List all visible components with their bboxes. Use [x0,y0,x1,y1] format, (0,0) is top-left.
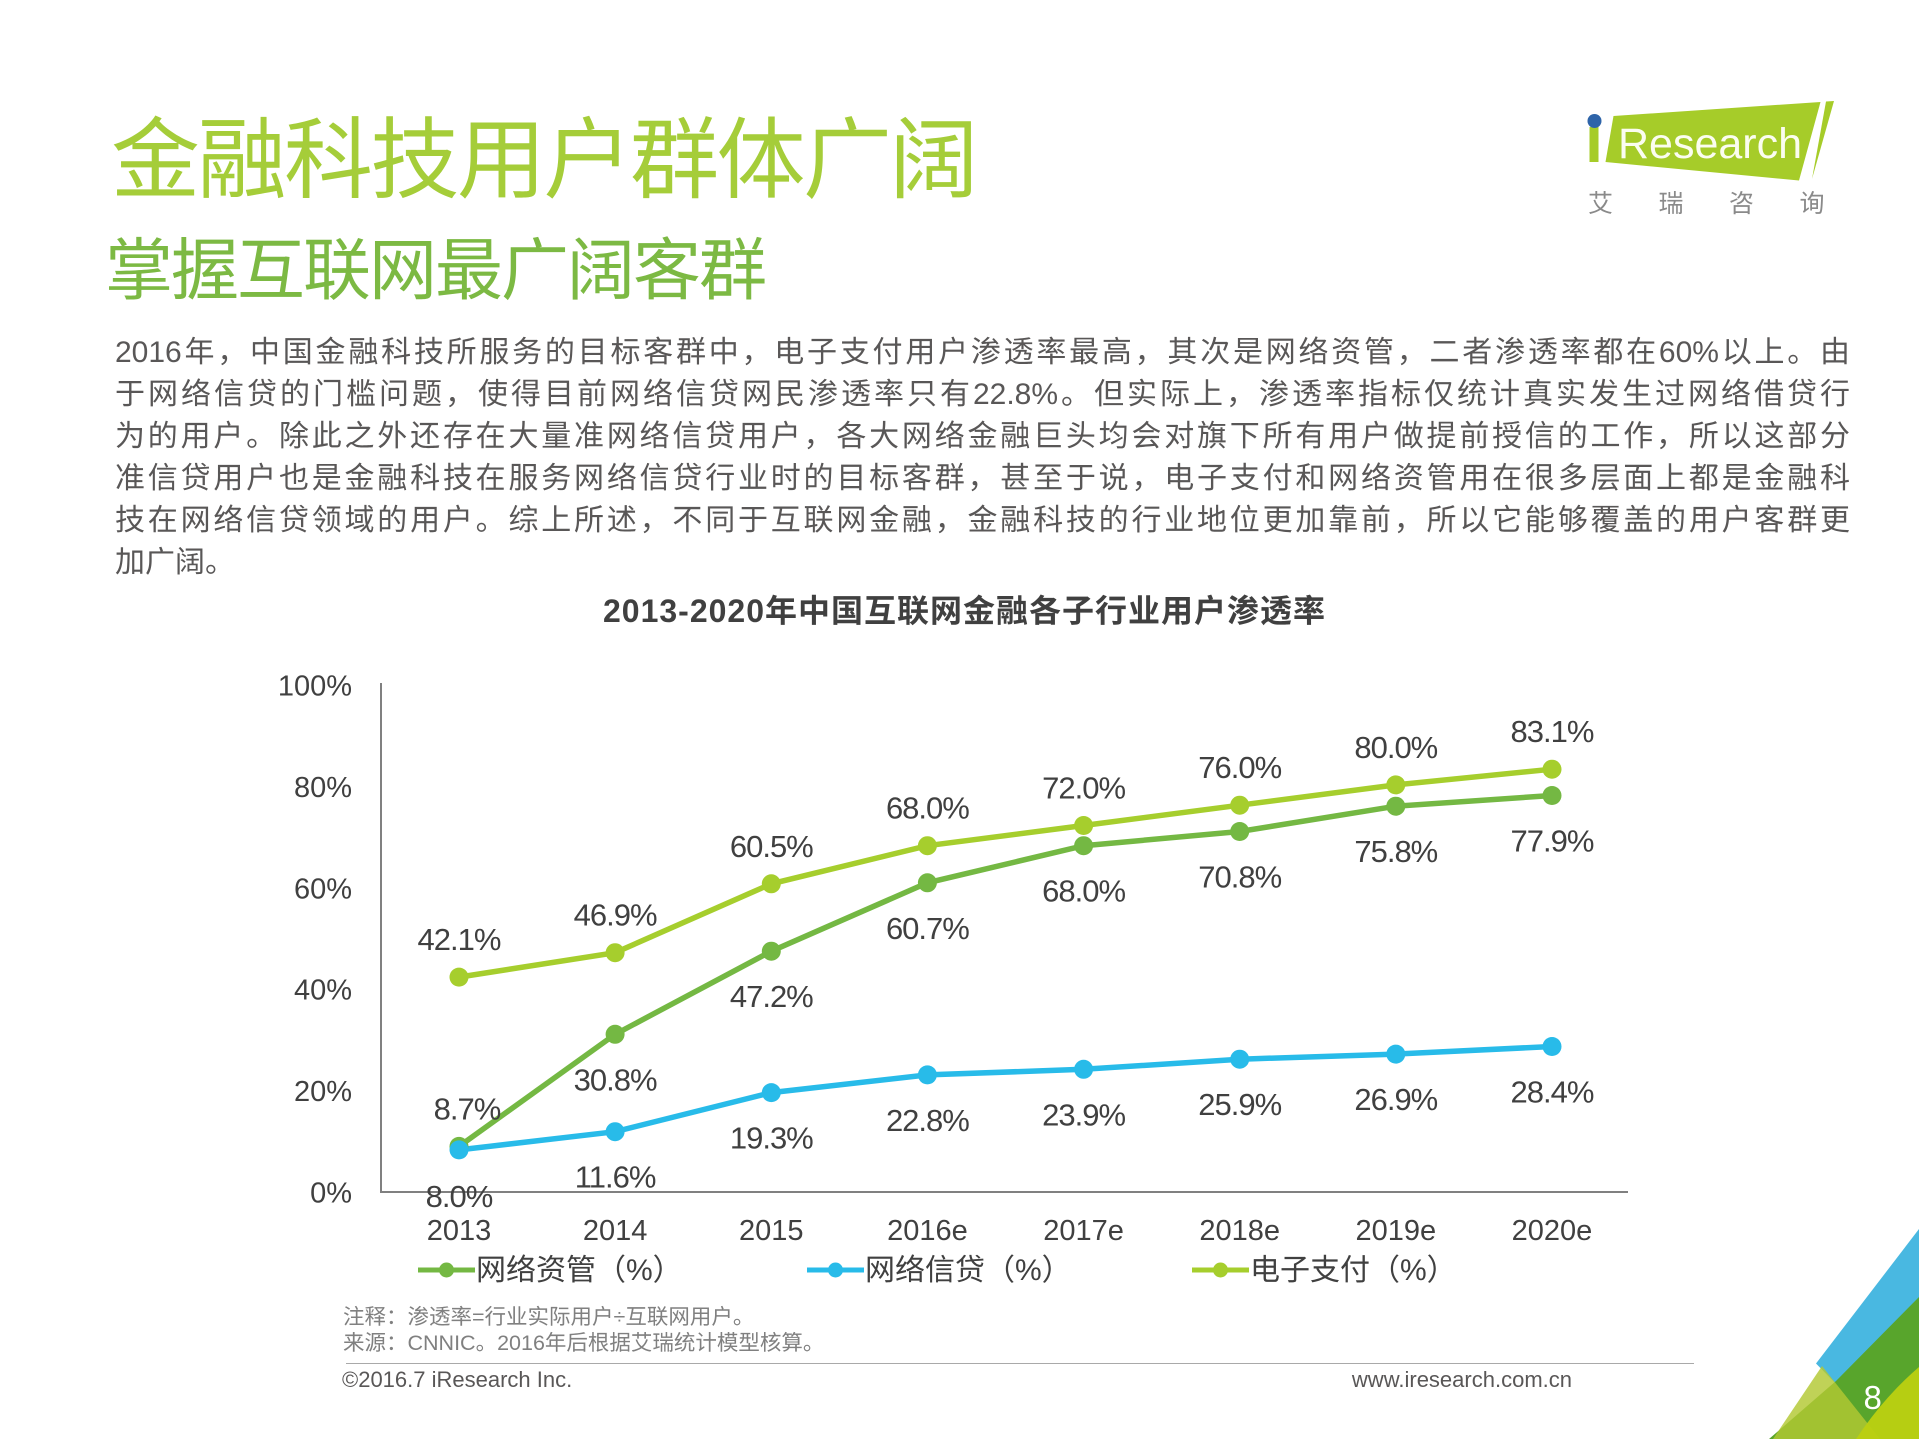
svg-text:83.1%: 83.1% [1511,714,1594,749]
svg-text:77.9%: 77.9% [1511,824,1594,859]
svg-text:23.9%: 23.9% [1042,1097,1125,1132]
svg-text:2013: 2013 [427,1215,492,1247]
svg-text:40%: 40% [294,975,352,1007]
svg-text:2018e: 2018e [1199,1215,1280,1247]
svg-text:60.5%: 60.5% [730,829,813,864]
svg-text:Research: Research [1618,120,1802,168]
svg-text:19.3%: 19.3% [730,1121,813,1156]
svg-text:22.8%: 22.8% [886,1103,969,1138]
svg-text:电子支付（%）: 电子支付（%） [1250,1254,1457,1287]
svg-text:艾瑞咨询: 艾瑞咨询 [1588,190,1870,218]
svg-text:42.1%: 42.1% [418,922,501,957]
svg-text:60.7%: 60.7% [886,911,969,946]
svg-text:80.0%: 80.0% [1354,730,1437,765]
svg-text:76.0%: 76.0% [1198,750,1281,785]
svg-text:60%: 60% [294,873,352,905]
svg-text:72.0%: 72.0% [1042,771,1125,806]
svg-text:25.9%: 25.9% [1198,1087,1281,1122]
svg-text:8.0%: 8.0% [426,1179,493,1214]
svg-text:8: 8 [1864,1379,1882,1416]
svg-text:2017e: 2017e [1043,1215,1124,1247]
svg-text:2015: 2015 [739,1215,804,1247]
svg-text:网络资管（%）: 网络资管（%） [476,1254,683,1287]
svg-text:2016e: 2016e [887,1215,968,1247]
svg-text:网络信贷（%）: 网络信贷（%） [865,1254,1072,1287]
svg-text:80%: 80% [294,772,352,804]
svg-text:30.8%: 30.8% [574,1062,657,1097]
svg-text:46.9%: 46.9% [574,898,657,933]
svg-text:26.9%: 26.9% [1354,1082,1437,1117]
svg-text:2014: 2014 [583,1215,648,1247]
svg-text:68.0%: 68.0% [1042,874,1125,909]
svg-text:8.7%: 8.7% [434,1091,501,1126]
svg-text:75.8%: 75.8% [1354,834,1437,869]
svg-text:28.4%: 28.4% [1511,1075,1594,1110]
svg-text:2019e: 2019e [1355,1215,1436,1247]
svg-text:47.2%: 47.2% [730,979,813,1014]
svg-text:0%: 0% [310,1178,352,1210]
svg-text:2020e: 2020e [1512,1215,1593,1247]
svg-text:11.6%: 11.6% [575,1160,656,1195]
svg-text:68.0%: 68.0% [886,791,969,826]
svg-text:70.8%: 70.8% [1198,860,1281,895]
svg-text:100%: 100% [278,671,352,703]
svg-text:20%: 20% [294,1076,352,1108]
